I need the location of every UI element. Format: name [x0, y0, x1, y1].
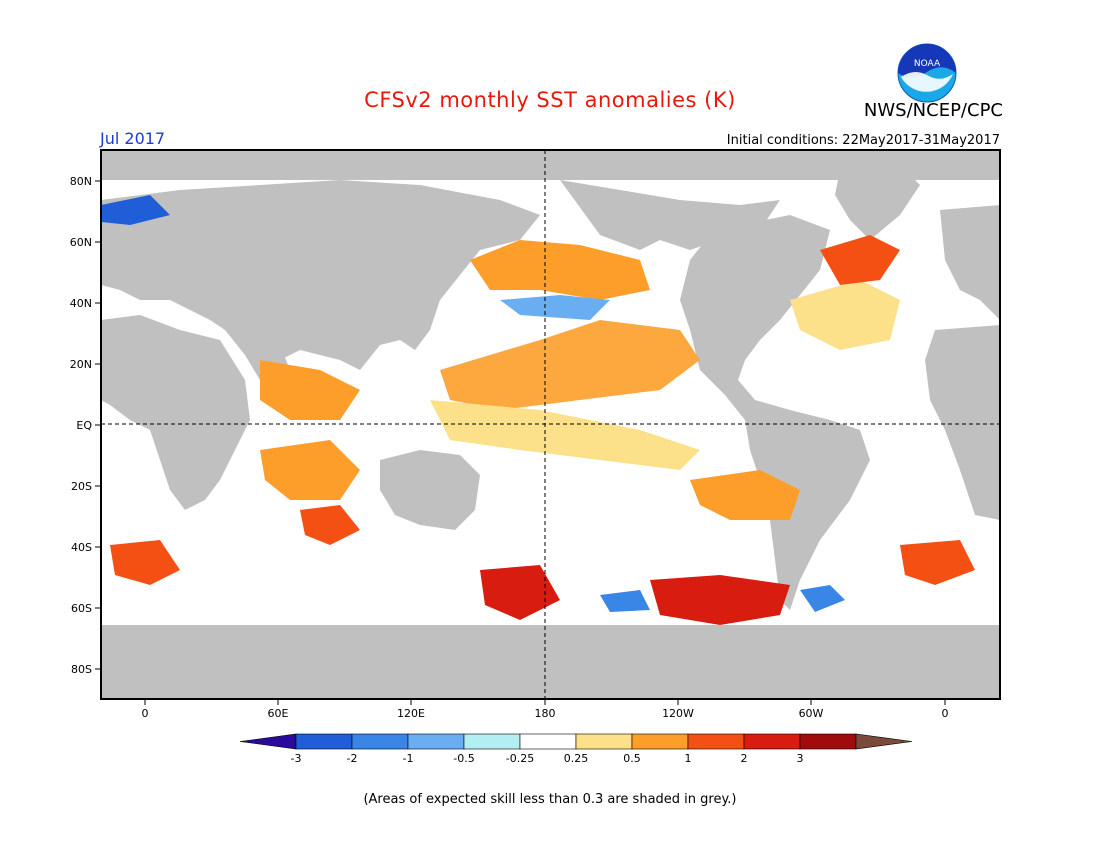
colorbar-max-arrow	[855, 733, 913, 750]
colorbar-swatch	[575, 733, 633, 750]
noaa-logo-text: NOAA	[914, 59, 941, 69]
forecast-month: Jul 2017	[100, 129, 166, 148]
lat-label: 20S	[71, 480, 92, 493]
colorbar-tick-label: 2	[741, 752, 748, 765]
alaska-canada-land	[560, 180, 780, 250]
colorbar-swatch	[407, 733, 465, 750]
lat-label: 40S	[71, 541, 92, 554]
noaa-logo: NOAA	[896, 42, 958, 108]
colorbar-tick-label: 0.5	[623, 752, 641, 765]
africa-land	[101, 315, 250, 510]
colorbar-tick-label: -2	[347, 752, 358, 765]
latitude-axis: 80N 60N 40N 20N EQ 20S 40S 60S 80S	[70, 175, 101, 676]
colorbar-tick-label: -0.25	[506, 752, 534, 765]
lat-label: 60N	[70, 236, 92, 249]
longitude-axis: 0 60E 120E 180 120W 60W 0	[142, 699, 949, 720]
colorbar-swatch	[351, 733, 409, 750]
colorbar-min-arrow	[239, 733, 297, 750]
colorbar-swatch	[519, 733, 577, 750]
colorbar-swatch	[631, 733, 689, 750]
colorbar-swatch	[295, 733, 353, 750]
lat-label: 80S	[71, 663, 92, 676]
lon-label: 0	[942, 707, 949, 720]
footnote: (Areas of expected skill less than 0.3 a…	[363, 792, 737, 807]
lat-label: 20N	[70, 358, 92, 371]
colorbar-tick-label: -3	[291, 752, 302, 765]
lat-label: 80N	[70, 175, 92, 188]
lon-label: 120W	[662, 707, 694, 720]
lat-label: 40N	[70, 297, 92, 310]
lat-label: 60S	[71, 602, 92, 615]
colorbar-tick-label: 1	[685, 752, 692, 765]
colorbar-tick-label: 0.25	[564, 752, 589, 765]
chart-title: CFSv2 monthly SST anomalies (K)	[364, 88, 736, 112]
colorbar-swatch	[743, 733, 801, 750]
colorbar-tick-label: -1	[403, 752, 414, 765]
eurasia-land	[101, 180, 540, 380]
lon-label: 180	[535, 707, 556, 720]
europe-east-land	[940, 205, 1000, 320]
antarctica-land	[101, 625, 1000, 699]
africa-east-land	[925, 325, 1000, 520]
colorbar-tick-label: -0.5	[453, 752, 474, 765]
colorbar-swatch	[799, 733, 857, 750]
lon-label: 60E	[268, 707, 289, 720]
colorbar-tick-label: 3	[797, 752, 804, 765]
lon-label: 120E	[397, 707, 425, 720]
greenland-land	[835, 165, 920, 240]
lon-label: 0	[142, 707, 149, 720]
lon-label: 60W	[799, 707, 824, 720]
australia-land	[380, 450, 480, 530]
sst-anomaly-patches	[101, 195, 975, 625]
agency-label: NWS/NCEP/CPC	[863, 100, 1003, 121]
initial-conditions: Initial conditions: 22May2017-31May2017	[726, 133, 1000, 148]
americas-land	[680, 215, 870, 610]
lat-label: EQ	[76, 419, 92, 432]
colorbar-swatch	[687, 733, 745, 750]
colorbar-swatch	[463, 733, 521, 750]
